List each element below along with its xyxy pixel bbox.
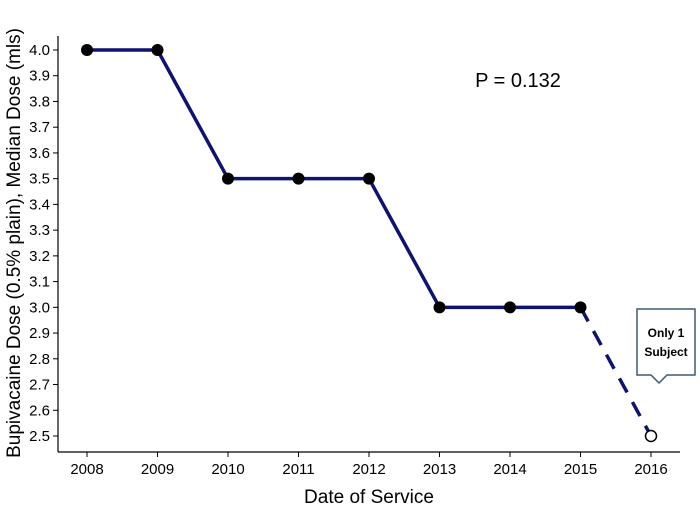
x-tick-label-4: 2012 — [352, 461, 385, 478]
y-tick-label-10: 3.5 — [29, 171, 50, 188]
series-line-solid — [85, 48, 583, 310]
callout-line-2: Subject — [644, 345, 687, 359]
x-tick-label-0: 2008 — [70, 461, 103, 478]
y-axis-title: Bupivacaine Dose (0.5% plain), Median Do… — [4, 28, 25, 458]
y-tick-label-6: 3.1 — [29, 274, 50, 291]
x-tick-label-3: 2011 — [282, 461, 314, 478]
x-tick-label-8: 2016 — [634, 461, 667, 478]
y-tick-label-11: 3.6 — [29, 145, 50, 162]
y-tick-label-12: 3.7 — [29, 119, 50, 136]
y-tick-label-0: 2.5 — [29, 428, 50, 445]
x-tick-label-5: 2013 — [423, 461, 456, 478]
x-axis-ticks: 2008 2009 2010 2011 2012 2013 2014 2015 2016 — [70, 452, 668, 478]
callout-line-1: Only 1 — [648, 326, 685, 340]
y-tick-label-7: 3.2 — [29, 248, 50, 265]
axes — [57, 36, 680, 453]
data-point-2013 — [433, 301, 446, 314]
data-point-2015 — [574, 301, 587, 314]
p-value-annotation: P = 0.132 — [475, 70, 561, 92]
x-tick-label-6: 2014 — [493, 461, 526, 478]
data-point-2008 — [81, 44, 93, 56]
data-point-2016 — [644, 429, 658, 443]
x-tick-label-7: 2015 — [564, 461, 597, 478]
y-tick-label-2: 2.7 — [29, 377, 50, 394]
callout: Only 1 Subject — [636, 308, 696, 385]
data-point-2011 — [292, 172, 305, 185]
y-tick-label-9: 3.4 — [29, 196, 50, 213]
data-point-2012 — [363, 172, 375, 185]
y-tick-label-4: 2.9 — [29, 325, 50, 342]
y-tick-label-1: 2.6 — [29, 402, 50, 419]
y-axis-ticks: 2.5 2.6 2.7 2.8 2.9 3.0 3.1 3.2 3.3 3.4 3.5 3.6 3.7 3… — [29, 42, 58, 445]
data-point-2009 — [151, 44, 164, 56]
data-point-2010 — [222, 172, 234, 185]
y-tick-label-13: 3.8 — [29, 93, 50, 110]
x-axis-title: Date of Service — [304, 487, 434, 508]
y-tick-label-3: 2.8 — [29, 351, 50, 368]
data-point-2014 — [504, 301, 516, 314]
series-points — [81, 44, 658, 443]
y-tick-label-8: 3.3 — [29, 222, 50, 239]
y-tick-label-5: 3.0 — [29, 299, 50, 316]
x-tick-label-2: 2010 — [211, 461, 244, 478]
series-line-dashed — [578, 306, 653, 437]
y-tick-label-15: 4.0 — [29, 42, 50, 59]
callout-box — [636, 308, 696, 385]
y-tick-label-14: 3.9 — [29, 68, 50, 85]
x-tick-label-1: 2009 — [141, 461, 174, 478]
series-line — [85, 48, 653, 437]
